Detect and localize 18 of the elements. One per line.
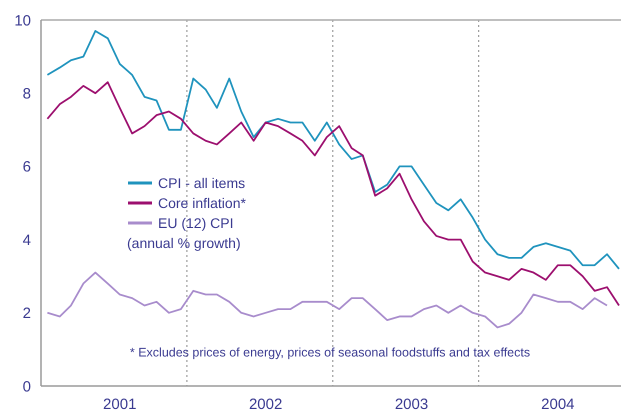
legend-label: EU (12) CPI (158, 214, 234, 231)
line-series (46, 81, 620, 306)
y-tick-label: 6 (22, 158, 31, 176)
x-tick-label: 2002 (248, 396, 282, 412)
y-tick-label: 4 (22, 232, 31, 249)
line-series (46, 272, 608, 328)
x-tick-label: 2001 (103, 396, 136, 412)
annotation: * Excludes prices of energy, prices of seasonal foodstuffs and tax effects (130, 345, 530, 360)
y-tick-label: 0 (22, 378, 31, 396)
y-tick-label: 8 (22, 85, 31, 102)
legend-label: Core inflation* (158, 194, 246, 211)
annotation: (annual % growth) (127, 234, 241, 251)
y-tick-label: 2 (22, 305, 31, 322)
x-tick-label: 2004 (541, 396, 575, 412)
line-series (46, 30, 620, 270)
x-tick-label: 2003 (394, 396, 428, 412)
legend-label: CPI - all items (158, 174, 246, 191)
y-tick-label: 10 (14, 12, 31, 30)
